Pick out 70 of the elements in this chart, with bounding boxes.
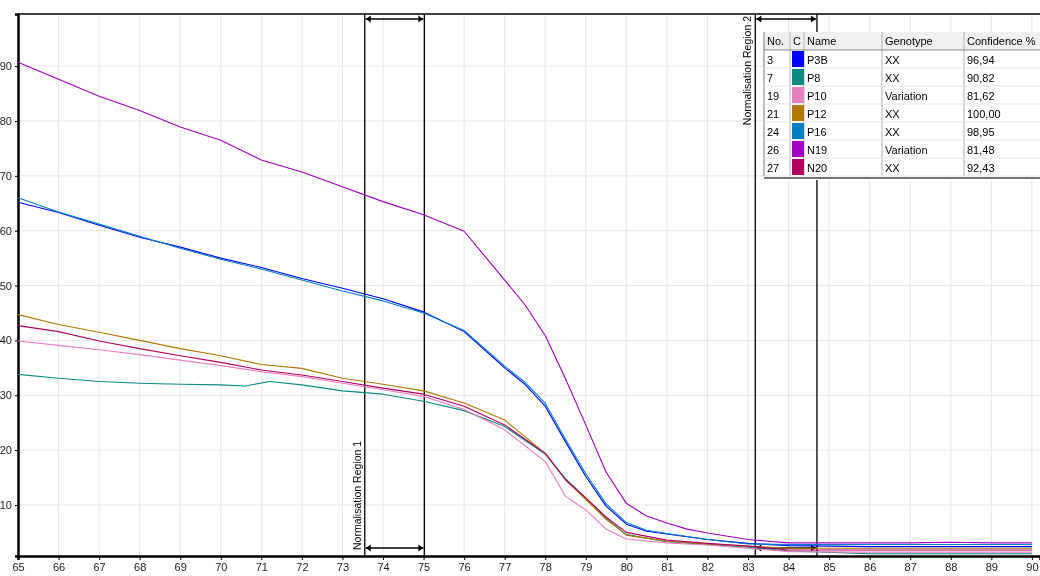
legend-label: P3B [807,54,828,66]
x-tick-label: 68 [134,560,147,573]
x-tick-label: 88 [945,560,958,573]
annotation: XX [885,126,901,138]
x-tick-label: 76 [458,560,471,573]
x-tick-label: 90 [1026,560,1039,573]
x-tick-label: 77 [499,560,512,573]
x-tick-label: 83 [742,560,755,573]
x-tick-label: 71 [255,560,268,573]
annotation: 26 [767,144,780,156]
x-tick-label: 84 [782,560,796,573]
annotation: XX [885,54,901,66]
annotation: 19 [767,90,780,102]
y-tick-label: 10 [0,499,12,511]
x-tick-label: 89 [985,560,998,573]
annotation: 98,95 [967,126,995,138]
annotation: XX [885,72,901,84]
legend-label: N20 [807,162,828,174]
annotation: 27 [767,162,780,174]
x-tick-label: 78 [539,560,552,573]
annotation: 21 [767,108,780,120]
x-tick-label: 81 [661,560,674,573]
annotation: 81,62 [967,90,995,102]
legend-label: N19 [807,144,828,156]
y-tick-label: 70 [0,169,12,182]
annotation: Name [807,35,837,47]
annotation: Confidence % [967,35,1036,47]
annotation: 100,00 [967,108,1001,120]
x-tick-label: 74 [377,560,390,573]
x-tick-label: 80 [620,560,633,573]
y-tick-label: 80 [0,114,12,127]
x-tick-label: 72 [296,560,309,573]
x-tick-label: 70 [215,560,228,573]
x-tick-label: 73 [336,560,350,573]
y-tick-label: 60 [0,224,12,237]
annotation: 96,94 [967,54,995,66]
legend-label: P10 [807,90,827,102]
x-tick-label: 85 [823,560,836,573]
annotation: Genotype [885,35,933,47]
y-tick-label: 30 [0,389,12,402]
x-tick-label: 82 [701,560,715,573]
y-tick-label: 90 [0,60,12,73]
x-tick-label: 67 [93,560,106,573]
ref-line-label: Normalisation Region 2 [741,15,754,126]
legend-label: P16 [807,126,827,138]
annotation: 24 [767,126,780,138]
annotation: 3 [767,54,774,66]
annotation: No. [767,35,785,47]
annotation: Variation [885,144,928,156]
x-tick-label: 66 [52,560,66,573]
x-tick-label: 86 [864,560,877,573]
x-tick-label: 75 [417,560,431,573]
legend-label: P8 [807,72,821,84]
annotation: 92,43 [967,162,995,174]
y-tick-label: 50 [0,279,12,292]
x-tick-label: 65 [12,560,25,573]
annotation: 90,82 [967,72,995,84]
annotation: XX [885,108,901,120]
y-tick-label: 20 [0,444,12,457]
x-tick-label: 69 [174,560,187,573]
legend-label: P12 [807,108,827,120]
annotation: 81,48 [967,144,995,156]
annotation: 7 [767,72,774,84]
x-tick-label: 79 [580,560,593,573]
y-tick-label: 40 [0,334,12,347]
ref-line-label: Normalisation Region 1 [350,440,363,550]
x-tick-label: 87 [904,560,917,573]
annotation: C [793,35,801,47]
annotation: Variation [885,90,928,102]
annotation: XX [885,162,901,174]
